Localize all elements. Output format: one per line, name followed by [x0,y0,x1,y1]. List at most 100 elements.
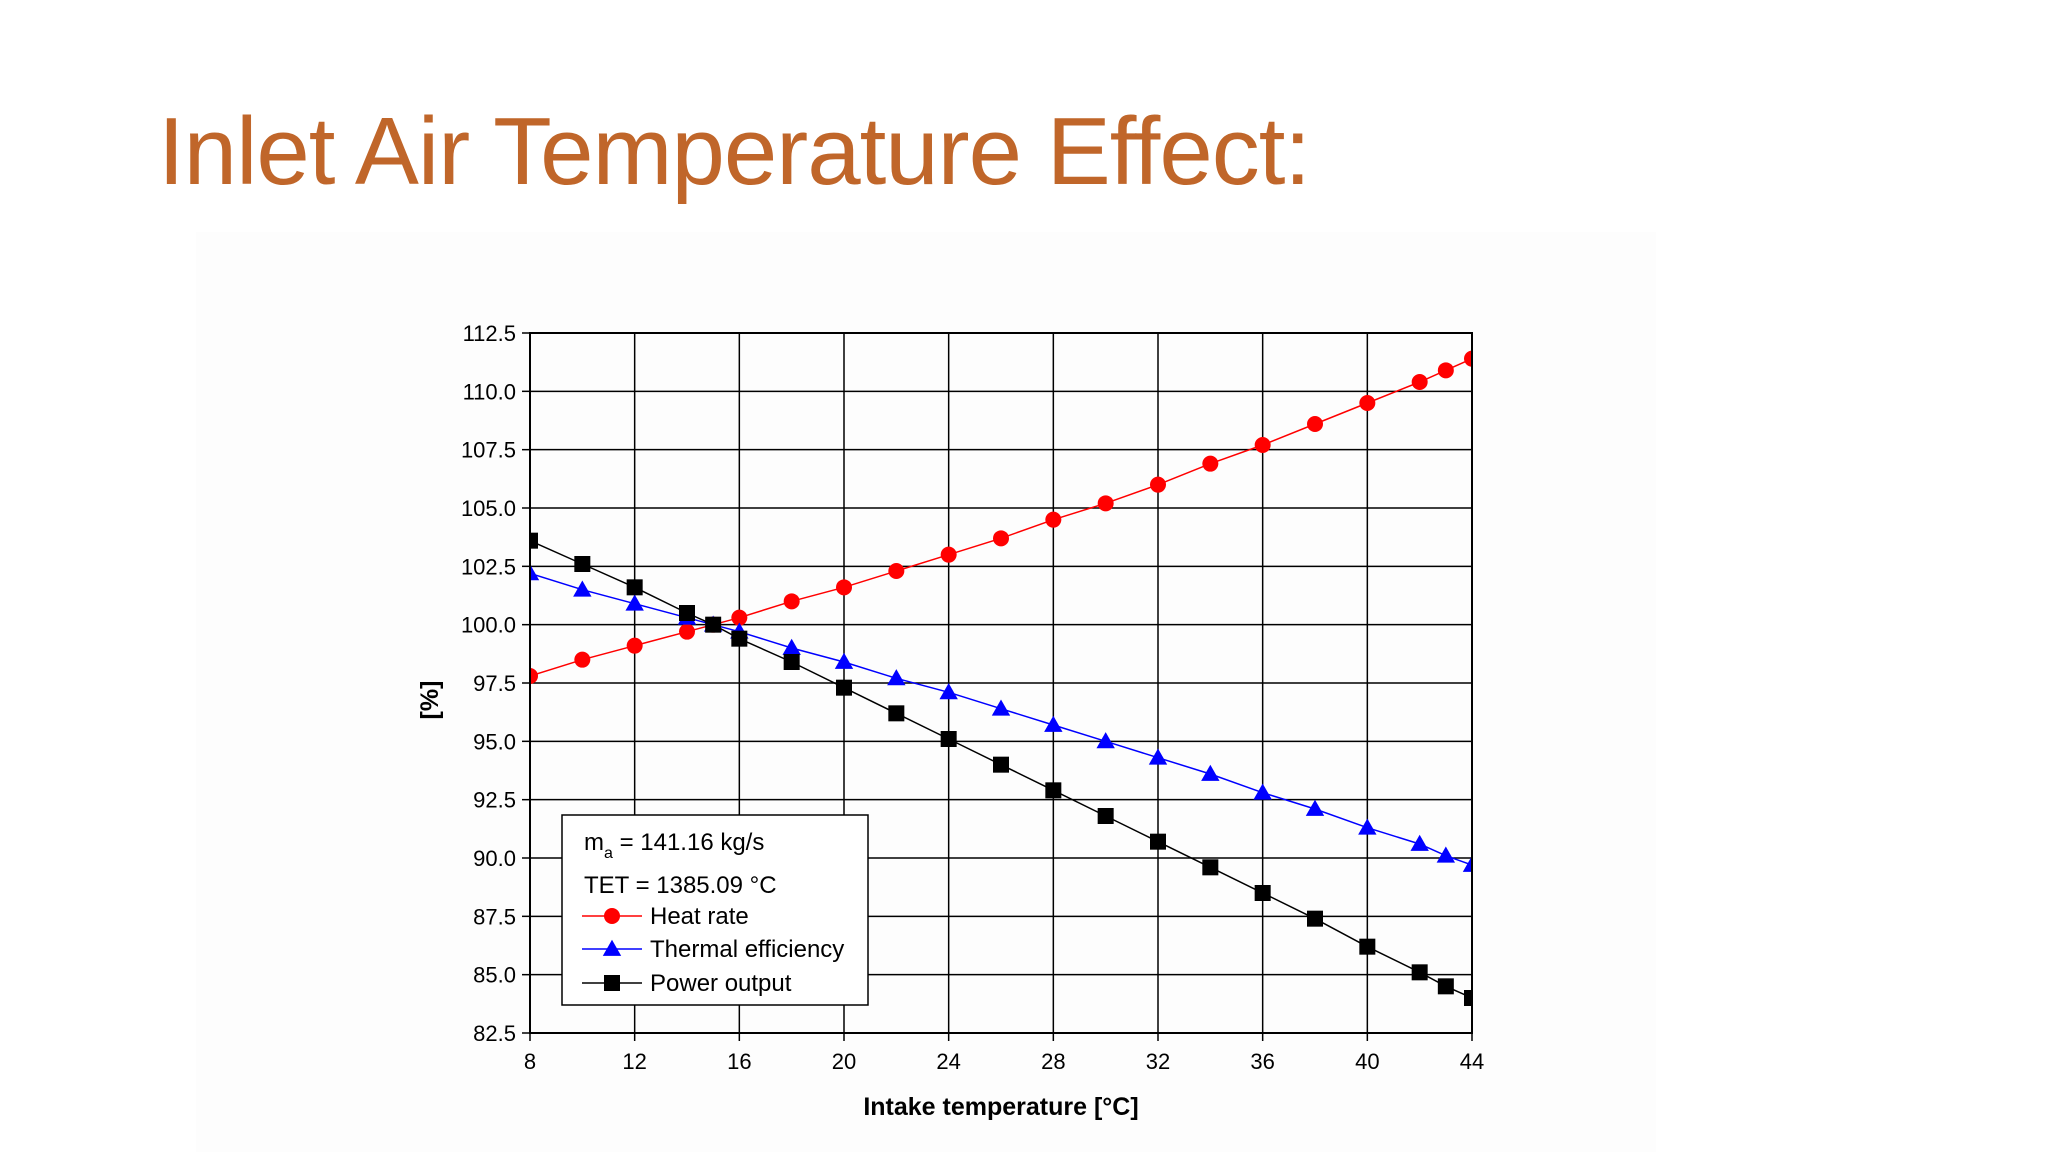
y-tick-label: 102.5 [461,554,516,579]
legend-entry: Thermal efficiency [582,936,844,963]
x-ticks: 8 12 16 20 24 28 32 36 40 44 [524,1033,1484,1074]
data-point [530,532,538,549]
legend-entries: Heat rate Thermal efficiency Power output [582,903,844,997]
annotation-tet: TET = 1385.09 °C [584,872,777,899]
legend-entry: Heat rate [582,903,749,930]
data-point [604,908,620,924]
data-point [940,546,957,563]
data-point [991,699,1011,716]
y-ticks: 82.5 85.0 87.5 90.0 92.5 95.0 97.5 100.0 102.5 10… [461,321,530,1046]
data-point [574,556,591,572]
data-point [1150,476,1166,493]
series-power-output [530,532,1472,1006]
x-tick-label: 40 [1355,1049,1379,1074]
series-thermal-efficiency [530,564,1472,872]
data-point [731,609,748,626]
mass-flow-symbol: m [584,829,604,856]
y-tick-label: 97.5 [473,671,516,696]
legend-label: Thermal efficiency [650,936,844,963]
data-point [1150,833,1166,850]
data-point [679,623,695,640]
data-point [1097,495,1114,512]
x-tick-label: 32 [1146,1049,1170,1074]
y-tick-label: 87.5 [473,904,516,929]
data-point [625,594,644,611]
data-point [530,668,538,684]
annotation-mass-flow: ma = 141.16 kg/s [584,829,764,862]
data-point [836,579,852,596]
data-point [1201,764,1220,781]
y-tick-label: 110.0 [463,379,516,404]
y-tick-label: 82.5 [473,1021,516,1046]
y-axis-label: [%] [416,681,444,720]
data-point [1045,782,1062,799]
x-axis-label: Intake temperature [°C] [863,1093,1138,1121]
data-point [993,530,1009,547]
x-tick-label: 16 [727,1049,751,1074]
y-tick-label: 107.5 [461,438,516,463]
data-point [1202,455,1219,472]
x-tick-label: 20 [832,1049,856,1074]
data-point [604,975,620,991]
mass-flow-value: = 141.16 kg/s [613,829,764,856]
y-tick-label: 85.0 [473,963,516,988]
data-point [888,563,905,579]
data-point [1202,859,1219,876]
x-tick-label: 8 [524,1049,536,1074]
data-point [1462,855,1472,872]
legend-label: Power output [650,970,792,997]
y-tick-label: 90.0 [473,846,516,871]
legend-label: Heat rate [650,903,749,930]
data-point [1358,818,1377,835]
mass-flow-subscript: a [604,845,613,862]
x-tick-label: 12 [622,1049,646,1074]
legend: ma = 141.16 kg/s TET = 1385.09 °C Heat r… [561,814,869,1006]
data-point [1148,748,1168,765]
data-point [626,637,643,654]
data-point [783,654,800,670]
data-point [705,616,722,633]
data-point [783,593,800,610]
y-tick-label: 100.0 [461,613,516,638]
data-point [1307,910,1323,927]
data-point [1411,964,1428,981]
data-point [1359,395,1376,411]
data-point [602,939,622,956]
figure-background [196,232,1656,1152]
x-tick-label: 36 [1250,1049,1274,1074]
data-point [731,630,748,647]
data-point [1044,715,1063,732]
data-point [1411,374,1428,390]
data-point [1359,938,1376,955]
data-point [940,731,957,747]
data-point [1307,416,1323,432]
data-point [1437,362,1454,379]
data-point [679,605,695,621]
data-point [1254,885,1271,901]
data-point [1097,808,1114,824]
data-point [1464,350,1472,367]
data-point [834,652,854,669]
data-point [782,638,801,655]
x-tick-label: 24 [936,1049,960,1074]
y-tick-label: 95.0 [473,729,516,754]
data-point [993,756,1009,773]
data-point [1437,978,1454,995]
data-point [888,705,905,722]
data-point [626,579,643,596]
data-point [530,564,540,581]
x-tick-label: 28 [1041,1049,1065,1074]
data-point [1045,511,1062,528]
data-point [1254,437,1271,453]
legend-entry: Power output [582,970,792,997]
x-tick-label: 44 [1460,1049,1484,1074]
y-tick-label: 112.5 [463,321,516,346]
data-point [836,679,852,696]
data-point [574,651,591,668]
data-point [1464,990,1472,1006]
slide-title: Inlet Air Temperature Effect: [158,98,1311,205]
data-point [939,683,958,700]
data-point [573,580,592,597]
series-heat-rate [530,350,1472,684]
